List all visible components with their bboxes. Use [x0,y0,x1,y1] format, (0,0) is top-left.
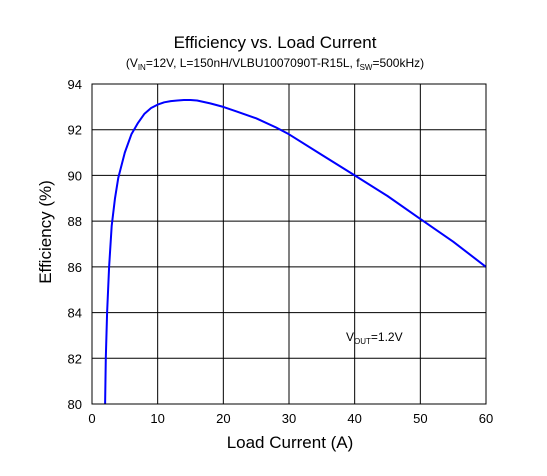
tick-labels: 0 10 20 30 40 50 60 80 82 84 86 88 90 92 94 [68,77,494,426]
x-tick-label: 10 [150,411,164,426]
y-tick-label: 82 [68,351,82,366]
vout-annotation: VOUT=1.2V [346,330,403,346]
y-axis-label: Efficiency (%) [36,180,55,284]
subtitle-open: (V [126,56,138,70]
efficiency-curve [104,99,487,405]
subtitle-vin-sub: IN [138,63,146,72]
annotation-main: V [346,330,354,344]
plot-frame [91,83,487,405]
x-axis-label: Load Current (A) [227,433,354,452]
y-tick-label: 94 [68,77,82,92]
subtitle-mid: =12V, L=150nH/VLBU1007090T-R15L, f [146,56,360,70]
chart-subtitle: (VIN=12V, L=150nH/VLBU1007090T-R15L, fSW… [126,56,424,72]
grid-lines [92,84,486,404]
x-tick-label: 30 [282,411,296,426]
y-tick-label: 84 [68,306,82,321]
annotation-sub: OUT [354,337,371,346]
chart-title: Efficiency vs. Load Current [174,33,377,52]
y-tick-label: 90 [68,168,82,183]
y-tick-label: 92 [68,123,82,138]
y-tick-label: 86 [68,260,82,275]
y-tick-label: 80 [68,397,82,412]
series-layer [104,99,487,405]
x-tick-label: 50 [413,411,427,426]
y-tick-label: 88 [68,214,82,229]
x-tick-label: 40 [347,411,361,426]
x-tick-label: 20 [216,411,230,426]
subtitle-close: =500kHz) [372,56,424,70]
x-tick-label: 0 [88,411,95,426]
x-tick-label: 60 [479,411,493,426]
subtitle-fsw-sub: SW [360,63,373,72]
annotation-rest: =1.2V [371,330,403,344]
